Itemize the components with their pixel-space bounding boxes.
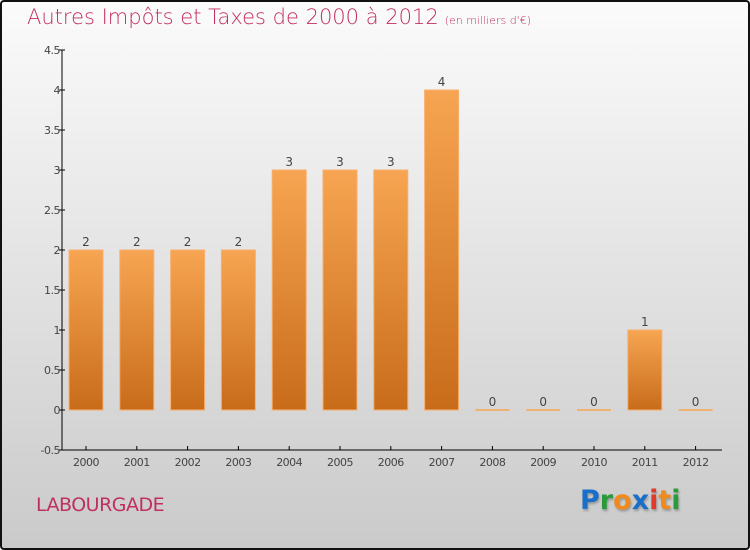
x-tick-label: 2001 — [124, 456, 150, 469]
y-tick-label: 3.5 — [44, 124, 60, 137]
bar — [322, 169, 358, 411]
bar — [68, 249, 104, 411]
bar — [220, 249, 256, 411]
y-tick-label: 2.5 — [44, 204, 60, 217]
y-tick-label: 4 — [54, 84, 61, 97]
data-label: 3 — [387, 155, 395, 169]
data-label: 3 — [285, 155, 293, 169]
data-label: 0 — [590, 395, 598, 409]
bar — [424, 89, 460, 411]
data-label: 2 — [133, 235, 141, 249]
x-tick-label: 2012 — [683, 456, 709, 469]
y-tick-label: 0 — [54, 404, 61, 417]
data-label: 4 — [438, 75, 446, 89]
bar — [119, 249, 155, 411]
data-label: 0 — [539, 395, 547, 409]
x-tick-label: 2005 — [327, 456, 353, 469]
x-tick-label: 2002 — [175, 456, 201, 469]
bar — [373, 169, 409, 411]
city-name: LABOURGADE — [36, 494, 165, 516]
logo-letter: r — [599, 485, 614, 516]
data-label: 0 — [489, 395, 497, 409]
y-tick-label: 0.5 — [44, 364, 60, 377]
logo-letter: i — [671, 485, 681, 516]
y-tick-label: 1.5 — [44, 284, 60, 297]
data-label: 2 — [235, 235, 243, 249]
logo-letter: x — [631, 485, 650, 516]
y-tick-label: 3 — [54, 164, 61, 177]
proxiti-logo[interactable]: Proxiti — [580, 485, 681, 516]
title-text: Autres Impôts et Taxes de 2000 à 2012 — [27, 5, 439, 29]
data-label: 0 — [692, 395, 700, 409]
x-tick-label: 2006 — [378, 456, 404, 469]
x-tick-label: 2008 — [479, 456, 505, 469]
bar — [271, 169, 307, 411]
x-tick-label: 2007 — [429, 456, 455, 469]
logo-letter: t — [658, 485, 672, 516]
x-tick-label: 2000 — [73, 456, 99, 469]
logo-letter: i — [649, 485, 659, 516]
data-label: 2 — [184, 235, 192, 249]
bar — [170, 249, 206, 411]
y-tick-label: -0.5 — [41, 444, 61, 457]
x-tick-label: 2003 — [225, 456, 251, 469]
data-label: 2 — [82, 235, 90, 249]
x-tick-label: 2009 — [530, 456, 556, 469]
x-tick-label: 2011 — [632, 456, 658, 469]
data-label: 3 — [336, 155, 344, 169]
x-tick-label: 2004 — [276, 456, 302, 469]
chart-title: Autres Impôts et Taxes de 2000 à 2012 (en… — [27, 5, 531, 29]
bar — [627, 329, 663, 411]
title-unit: (en milliers d'€) — [444, 14, 531, 27]
y-tick-label: 2 — [54, 244, 61, 257]
logo-letter: o — [613, 485, 632, 516]
y-tick-label: 4.5 — [44, 44, 60, 57]
x-tick-label: 2010 — [581, 456, 607, 469]
logo-letter: P — [580, 485, 600, 516]
data-label: 1 — [641, 315, 649, 329]
y-tick-label: 1 — [54, 324, 61, 337]
